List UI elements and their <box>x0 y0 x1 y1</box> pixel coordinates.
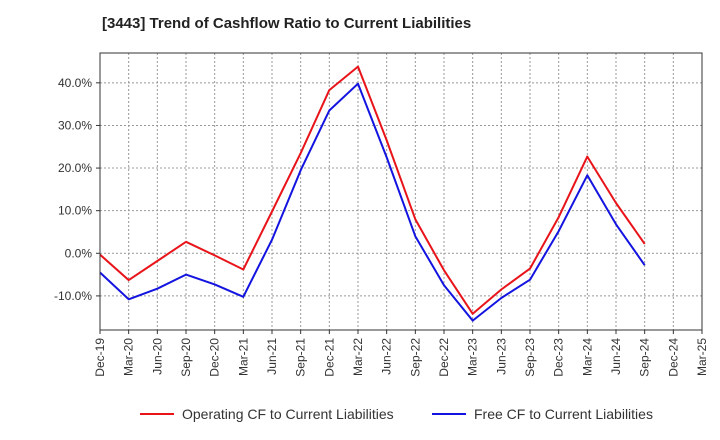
y-tick-label: 40.0% <box>58 76 92 90</box>
y-tick-label: 30.0% <box>58 118 92 132</box>
x-tick-label: Jun-20 <box>150 338 164 375</box>
x-tick-label: Jun-21 <box>265 338 279 375</box>
x-tick-label: Mar-20 <box>122 338 136 376</box>
axes: -10.0% 0.0% 10.0% 20.0% 30.0% 40.0% Dec-19 Mar-… <box>54 52 709 377</box>
x-tick-label: Dec-20 <box>208 338 222 377</box>
x-tick-label: Jun-24 <box>609 338 623 375</box>
legend-label-1: Operating CF to Current Liabilities <box>182 406 394 422</box>
x-tick-label: Dec-21 <box>322 338 336 377</box>
x-tick-label: Mar-23 <box>466 338 480 376</box>
series-lines <box>99 65 646 322</box>
x-tick-label: Mar-25 <box>695 338 709 376</box>
x-tick-label: Mar-21 <box>236 338 250 376</box>
x-tick-label: Sep-23 <box>523 338 537 377</box>
plot-area <box>100 53 702 330</box>
x-tick-label: Dec-23 <box>552 338 566 377</box>
x-tick-label: Mar-22 <box>351 338 365 376</box>
x-tick-label: Dec-22 <box>437 338 451 377</box>
legend-label-2: Free CF to Current Liabilities <box>474 406 653 422</box>
y-tick-label: 20.0% <box>58 161 92 175</box>
x-tick-label: Dec-24 <box>666 338 680 377</box>
grid-lines <box>99 53 703 330</box>
x-tick-label: Mar-24 <box>580 338 594 376</box>
x-tick-label: Sep-24 <box>638 338 652 377</box>
plot-border <box>99 52 703 331</box>
plot-background <box>100 53 702 330</box>
y-tick-label: 0.0% <box>65 246 93 260</box>
legend: Operating CF to Current Liabilities Free … <box>140 406 653 422</box>
x-tick-label: Jun-23 <box>494 338 508 375</box>
x-tick-label: Jun-22 <box>380 338 394 375</box>
series-line-2 <box>99 82 646 322</box>
series-line-1 <box>99 65 646 315</box>
x-tick-label: Sep-22 <box>408 338 422 377</box>
y-tick-label: 10.0% <box>58 204 92 218</box>
x-tick-label: Dec-19 <box>93 338 107 377</box>
x-tick-label: Sep-21 <box>294 338 308 377</box>
y-tick-label: -10.0% <box>54 289 92 303</box>
x-tick-label: Sep-20 <box>179 338 193 377</box>
chart-title: [3443] Trend of Cashflow Ratio to Curren… <box>102 15 472 32</box>
